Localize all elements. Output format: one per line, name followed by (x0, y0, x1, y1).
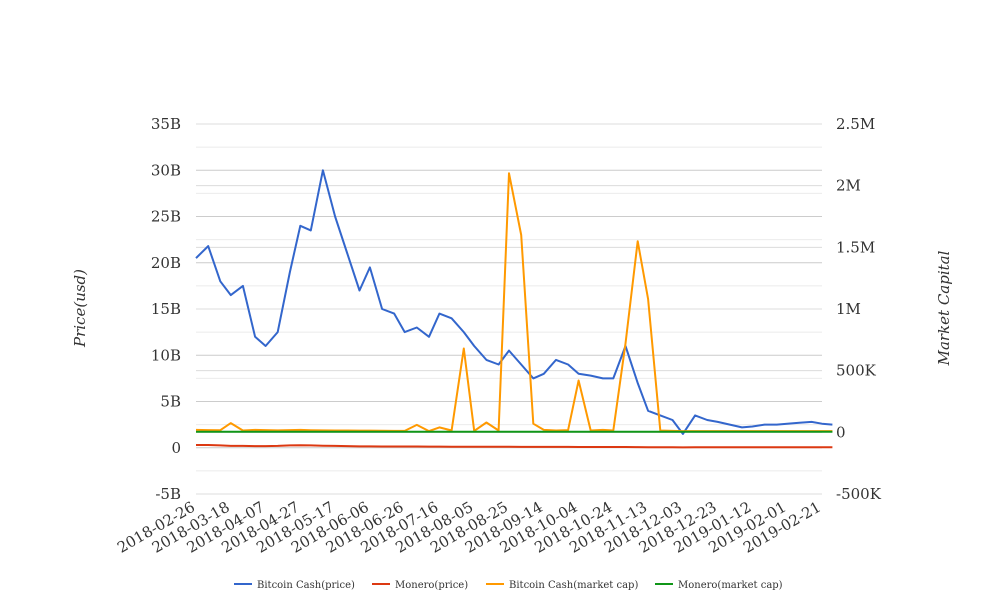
y-axis-title-right: Market Capital (935, 250, 953, 366)
y-tick-label-left: 0 (171, 439, 181, 457)
y-tick-label-left: 35B (151, 115, 181, 133)
y-tick-label-right: 500K (836, 362, 877, 380)
legend-label: Bitcoin Cash(market cap) (509, 580, 638, 591)
y-tick-label-left: 15B (151, 300, 181, 318)
y-tick-label-right: 0 (836, 423, 846, 441)
legend-item: Monero(market cap) (655, 580, 783, 591)
series-line-bitcoin-cash-price (195, 169, 833, 435)
legend-item: Monero(price) (372, 580, 468, 591)
legend-label: Bitcoin Cash(price) (257, 580, 355, 591)
y-tick-label-left: 30B (151, 161, 181, 179)
y-axis-left: 35B 30B 25B 20B 15B 10B 5B 0 -5B (151, 115, 181, 503)
series-line-monero-price (196, 444, 833, 449)
series-line-bitcoin-cash-market-cap (195, 172, 833, 433)
series-lines (195, 169, 833, 449)
y-axis-right: 2.5M 2M 1.5M 1M 500K 0 -500K (836, 115, 882, 503)
y-tick-label-right: -500K (836, 485, 882, 503)
legend-item: Bitcoin Cash(price) (234, 580, 355, 591)
y-axis-title-left: Price(usd) (71, 269, 89, 348)
y-tick-label-left: 20B (151, 254, 181, 272)
y-tick-label-right: 2M (836, 177, 861, 195)
y-tick-label-left: -5B (155, 485, 181, 503)
y-tick-label-right: 1M (836, 300, 861, 318)
legend-label: Monero(market cap) (678, 580, 783, 591)
x-axis: 2018-02-262018-03-182018-04-072018-04-27… (114, 498, 824, 557)
legend-item: Bitcoin Cash(market cap) (486, 580, 638, 591)
y-tick-label-right: 1.5M (836, 238, 875, 256)
y-tick-label-right: 2.5M (836, 115, 875, 133)
y-tick-label-left: 10B (151, 346, 181, 364)
y-tick-label-left: 5B (160, 393, 181, 411)
y-tick-label-left: 25B (151, 208, 181, 226)
legend: Bitcoin Cash(price) Monero(price) Bitcoin … (234, 580, 783, 591)
legend-label: Monero(price) (395, 580, 468, 591)
